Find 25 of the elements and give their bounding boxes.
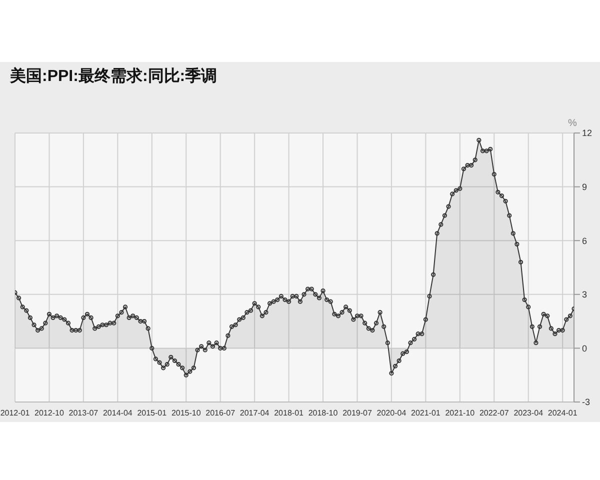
x-tick-label: 2013-07 — [68, 408, 99, 418]
y-tick-label: 3 — [582, 290, 588, 300]
x-tick-label: 2014-04 — [102, 408, 133, 418]
y-tick-label: 6 — [582, 236, 588, 246]
x-tick-label: 2019-07 — [342, 408, 372, 418]
x-tick-label: 2018-10 — [308, 408, 338, 418]
x-tick-label: 2015-10 — [171, 408, 202, 418]
y-tick-label: -3 — [582, 397, 590, 408]
x-tick-label: 2012-01 — [0, 408, 30, 418]
x-tick-label: 2016-07 — [206, 408, 236, 418]
x-tick-label: 2023-04 — [514, 408, 544, 418]
chart-title: 美国:PPI:最终需求:同比:季调 — [10, 66, 218, 87]
x-tick-label: 2021-01 — [411, 408, 441, 418]
x-tick-label: 2015-01 — [137, 408, 168, 418]
x-tick-label: 2024-01 — [548, 408, 578, 418]
x-tick-label: 2020-04 — [376, 408, 407, 418]
y-tick-label: 12 — [582, 128, 592, 138]
y-axis-title: % — [568, 118, 577, 129]
y-tick-label: 9 — [582, 182, 588, 192]
x-tick-label: 2017-04 — [240, 408, 270, 418]
y-tick-label: 0 — [582, 343, 588, 354]
x-tick-label: 2022-07 — [479, 408, 510, 418]
x-tick-label: 2021-10 — [445, 408, 476, 418]
x-tick-label: 2018-01 — [274, 408, 304, 418]
x-tick-label: 2012-10 — [34, 408, 64, 418]
